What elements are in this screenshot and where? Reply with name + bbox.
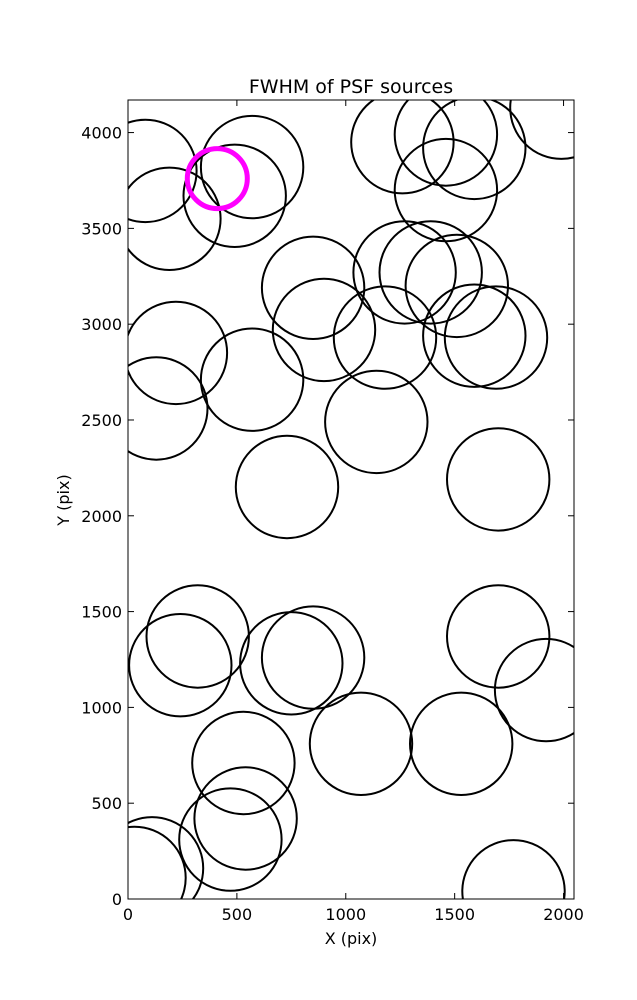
psf-source-marker [509, 100, 574, 160]
psf-source-marker [271, 277, 377, 383]
psf-source-marker [422, 100, 527, 201]
psf-source-marker [350, 100, 455, 195]
y-tick-label: 1000 [81, 698, 122, 717]
y-axis-title: Y (pix) [54, 474, 73, 526]
chart-title: FWHM of PSF sources [249, 76, 453, 98]
psf-source-marker [128, 816, 205, 899]
x-axis: 0 500 1000 1500 2000 [123, 100, 584, 924]
psf-source-marker [446, 427, 551, 532]
y-axis: 0 500 1000 1500 2000 2500 3000 3500 4000 [81, 124, 574, 909]
x-tick-label: 0 [123, 905, 133, 924]
psf-source-marker [422, 283, 527, 388]
psf-source-marker [182, 143, 287, 249]
y-tick-label: 0 [112, 890, 122, 909]
psf-source-marker [260, 605, 366, 710]
plot-area [128, 100, 574, 899]
psf-source-marker [324, 369, 429, 475]
y-tick-label: 1500 [81, 603, 122, 622]
psf-source-marker [178, 787, 283, 892]
x-axis-title: X (pix) [325, 929, 378, 948]
y-tick-label: 2000 [81, 507, 122, 526]
y-tick-label: 500 [91, 794, 122, 813]
psf-source-marker [128, 356, 209, 461]
psf-source-marker [378, 220, 483, 325]
psf-source-marker [446, 584, 551, 689]
y-tick-label: 4000 [81, 124, 122, 143]
x-tick-label: 2000 [543, 905, 584, 924]
psf-source-marker [128, 166, 222, 271]
psf-source-marker [193, 766, 298, 871]
x-tick-label: 1000 [325, 905, 366, 924]
psf-source-marker [199, 327, 305, 432]
psf-source-marker [493, 637, 574, 743]
psf-source-marker [128, 118, 198, 224]
psf-source-marker [234, 434, 340, 540]
psf-source-marker [145, 584, 250, 689]
plot-frame [127, 99, 575, 900]
psf-source-marker [191, 710, 296, 816]
psf-source-marker [443, 285, 549, 390]
psf-source-marker [404, 233, 509, 339]
psf-source-marker [409, 691, 514, 796]
psf-source-marker [128, 300, 229, 406]
x-tick-label: 500 [222, 905, 253, 924]
psf-source-marker [393, 100, 499, 187]
psf-source-marker [332, 285, 438, 390]
psf-source-marker [308, 691, 414, 796]
psf-source-marker [461, 839, 566, 899]
y-tick-label: 2500 [81, 411, 122, 430]
psf-source-marker [199, 114, 305, 220]
y-tick-label: 3000 [81, 315, 122, 334]
psf-source-marker [128, 613, 233, 718]
highlight-source-marker [184, 146, 250, 212]
psf-source-marker [128, 825, 187, 899]
y-tick-label: 3500 [81, 219, 122, 238]
psf-source-marker [260, 235, 366, 340]
psf-source-marker [352, 220, 457, 325]
x-tick-label: 1500 [434, 905, 475, 924]
